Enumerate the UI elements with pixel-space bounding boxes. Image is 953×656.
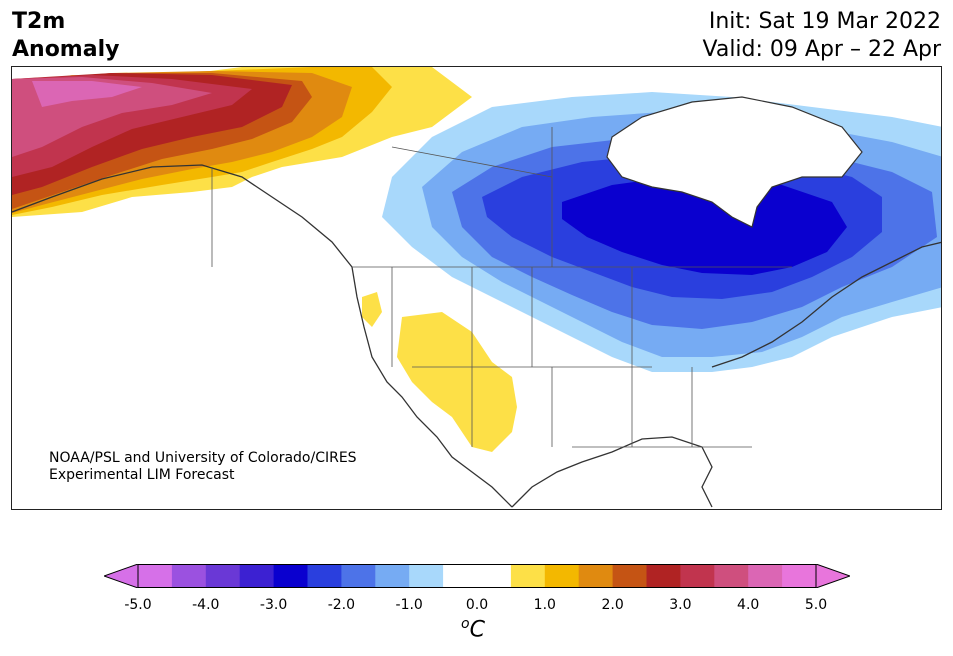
valid-range: Valid: 09 Apr – 22 Apr [702, 37, 942, 62]
colorbar-segment [544, 564, 580, 588]
colorbar-unit: oC [461, 616, 485, 642]
colorbar-tick-label: 4.0 [737, 597, 760, 613]
unit-celsius: C [469, 617, 485, 643]
southwest-warm [397, 312, 517, 452]
colorbar-segment [714, 564, 749, 588]
colorbar-tick-label: -2.0 [327, 597, 356, 613]
colorbar-segment [782, 564, 817, 588]
anomaly-map [11, 66, 942, 510]
pacific-nw-warm [362, 292, 382, 327]
colorbar-segment [239, 564, 275, 588]
data-credit: NOAA/PSL and University of Colorado/CIRE… [49, 450, 357, 484]
credit-line-2: Experimental LIM Forecast [49, 467, 235, 483]
colorbar-svg [102, 563, 852, 589]
colorbar-segment [612, 564, 647, 588]
colorbar-over-arrow [815, 563, 852, 589]
colorbar-segment [477, 564, 512, 588]
colorbar-segment [646, 564, 681, 588]
colorbar-tick-label: -1.0 [395, 597, 423, 613]
warm-contour-8 [32, 81, 142, 107]
credit-line-1: NOAA/PSL and University of Colorado/CIRE… [49, 450, 357, 466]
title-line-variable: T2m [12, 9, 66, 34]
hudson-bay [606, 96, 863, 228]
colorbar-segment [510, 564, 546, 588]
colorbar-tick-label: -5.0 [124, 597, 152, 613]
colorbar-segment [205, 564, 241, 588]
colorbar-ticks: -5.0 -4.0 -3.0 -2.0 -1.0 0.0 1.0 2.0 3.0 4.0 5.0 [0, 597, 953, 617]
colorbar-segment [273, 564, 308, 588]
cold-contour-5 [562, 177, 847, 275]
colorbar-segment [409, 564, 444, 588]
unit-degree: o [461, 616, 470, 632]
colorbar-tick-label: -3.0 [259, 597, 288, 613]
colorbar-tick-label: -4.0 [192, 597, 220, 613]
coastline [12, 164, 941, 508]
init-date: Init: Sat 19 Mar 2022 [708, 9, 941, 34]
colorbar-segment [307, 564, 342, 588]
title-line-anomaly: Anomaly [12, 37, 120, 62]
forecast-dates: Init: Sat 19 Mar 2022 Valid: 09 Apr – 22… [703, 8, 942, 64]
colorbar-tick-label: 2.0 [601, 597, 624, 613]
colorbar-segment [443, 564, 478, 588]
colorbar-segment [748, 564, 783, 588]
colorbar-outline [137, 564, 817, 588]
colorbar-segment [578, 564, 614, 588]
colorbar-tick-label: 0.0 [465, 597, 489, 613]
colorbar-segment [138, 564, 173, 588]
colorbar [102, 563, 852, 589]
colorbar-under-arrow [102, 563, 139, 589]
colorbar-segment [171, 564, 207, 588]
map-svg [12, 67, 941, 508]
colorbar-segment [680, 564, 715, 588]
borders [211, 127, 792, 448]
colorbar-tick-label: 1.0 [533, 597, 556, 613]
colorbar-tick-label: 3.0 [669, 597, 692, 613]
map-title: T2m Anomaly [12, 8, 119, 64]
colorbar-segment [341, 564, 376, 588]
colorbar-segment [375, 564, 410, 588]
colorbar-tick-label: 5.0 [804, 597, 828, 613]
